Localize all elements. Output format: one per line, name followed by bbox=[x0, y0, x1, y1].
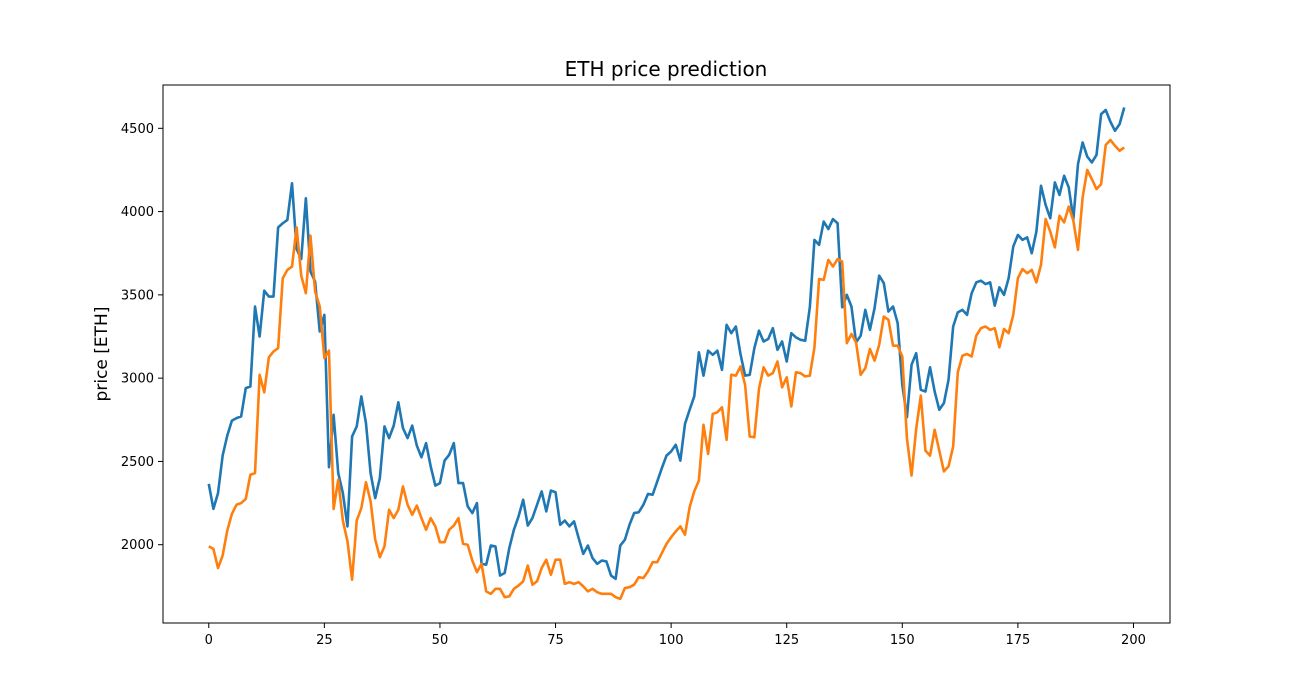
plot-frame bbox=[162, 84, 1171, 624]
y-axis: 2000 2500 3000 3500 4000 4500 bbox=[121, 122, 163, 553]
x-tick-label: 200 bbox=[1121, 633, 1146, 648]
y-tick-label: 2500 bbox=[121, 455, 154, 470]
series-layer bbox=[207, 107, 1126, 601]
x-tick-label: 175 bbox=[1005, 633, 1030, 648]
x-tick-label: 25 bbox=[316, 633, 333, 648]
y-tick-label: 4000 bbox=[121, 205, 154, 220]
y-tick-label: 4500 bbox=[121, 122, 154, 137]
y-tick-label: 3500 bbox=[121, 288, 154, 303]
x-axis: 0 25 50 75 100 125 150 175 200 bbox=[205, 623, 1146, 648]
series-line-1 bbox=[207, 107, 1126, 581]
x-tick-label: 100 bbox=[659, 633, 684, 648]
x-tick-label: 150 bbox=[890, 633, 915, 648]
x-tick-label: 75 bbox=[547, 633, 564, 648]
x-tick-label: 0 bbox=[205, 633, 213, 648]
x-tick-label: 125 bbox=[774, 633, 799, 648]
y-tick-label: 2000 bbox=[121, 538, 154, 553]
x-tick-label: 50 bbox=[432, 633, 449, 648]
y-tick-label: 3000 bbox=[121, 372, 154, 387]
chart-title: ETH price prediction bbox=[565, 57, 768, 81]
series-line-2 bbox=[208, 138, 1125, 601]
plot-area bbox=[162, 84, 1171, 624]
y-axis-label: price [ETH] bbox=[92, 307, 112, 402]
